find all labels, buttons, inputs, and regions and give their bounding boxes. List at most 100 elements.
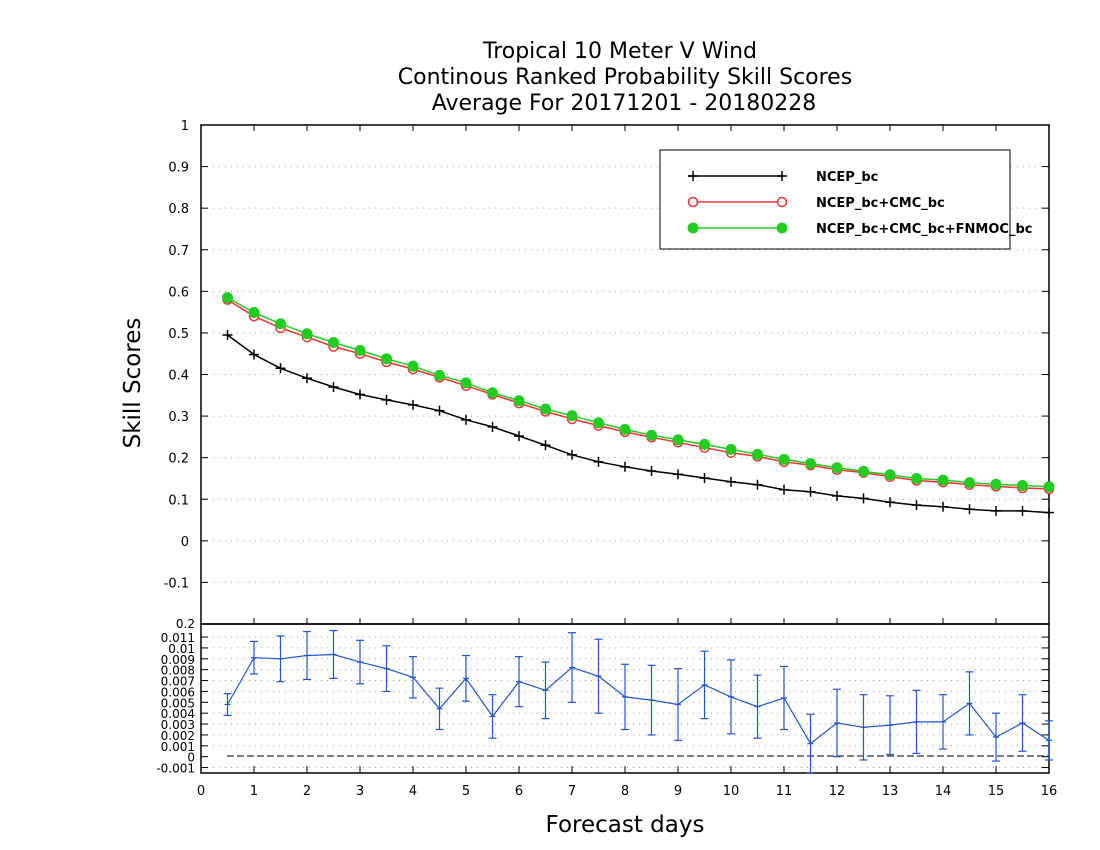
legend-marker-start	[687, 222, 699, 234]
series-point	[1044, 507, 1054, 518]
series-point	[805, 457, 816, 469]
series-point	[884, 469, 896, 481]
bottom-panel-y-ticks: -0.00100.0010.0020.0030.0040.0050.0060.0…	[156, 617, 1049, 776]
legend-marker-end	[776, 222, 788, 234]
y-axis-title: Skill Scores	[120, 318, 146, 449]
series-point	[249, 349, 259, 360]
legend-box	[659, 149, 1011, 250]
x-tick-label: 14	[935, 784, 952, 799]
series-point	[858, 493, 869, 504]
legend-marker-start	[688, 171, 698, 181]
series-line	[227, 334, 1050, 514]
series-point	[354, 344, 366, 356]
series-point	[911, 500, 922, 511]
series-point	[832, 490, 842, 501]
series-point	[911, 472, 922, 484]
x-tick-label: 8	[621, 784, 629, 799]
series-point	[646, 429, 657, 441]
legend-label: NCEP_bc+CMC_bc+FNMOC_bc	[816, 222, 1032, 237]
x-tick-label: 3	[356, 784, 364, 799]
chart-title-line-2: Continous Ranked Probability Skill Score…	[398, 65, 852, 90]
bottom-y-tick-label: 0.011	[161, 631, 195, 645]
series-point	[673, 469, 683, 480]
series-point	[752, 479, 763, 490]
series-point	[831, 462, 843, 474]
top-y-tick-label: 0.4	[168, 369, 189, 384]
series-point	[779, 484, 789, 495]
series-point	[222, 292, 233, 304]
series-point	[937, 474, 949, 486]
bottom-y-tick-label: 0.008	[161, 664, 195, 678]
chart-title-block: Tropical 10 Meter V Wind Continous Ranke…	[398, 39, 852, 116]
series-point	[275, 318, 286, 330]
series-point	[540, 440, 551, 451]
legend: NCEP_bc NCEP_bc+CMC_bc NCEP_bc+CMC_bc+FNMO…	[659, 149, 1032, 250]
series-point	[302, 373, 312, 384]
legend-label: NCEP_bc+CMC_bc	[816, 196, 945, 211]
bottom-y-tick-label: 0.005	[161, 696, 195, 710]
x-tick-label: 10	[723, 784, 740, 799]
top-y-tick-label: 0.5	[168, 327, 189, 342]
bottom-y-tick-label: 0.009	[161, 653, 195, 667]
legend-marker-end	[777, 171, 787, 181]
series-point	[699, 473, 710, 484]
series-point	[1017, 505, 1028, 516]
x-tick-label: 0	[197, 784, 205, 799]
series-line	[227, 298, 1050, 490]
legend-marker-end	[776, 196, 788, 208]
series-point	[672, 434, 684, 446]
bottom-y-tick-label: 0.004	[161, 707, 195, 721]
skill-score-series	[222, 292, 1055, 518]
series-point	[805, 486, 816, 497]
series-point	[355, 389, 365, 400]
top-y-tick-label: 0.2	[168, 452, 189, 467]
bottom-y-tick-label: -0.001	[156, 762, 195, 776]
series-point	[222, 329, 233, 340]
series-point	[328, 336, 339, 348]
bottom-y-tick-label: 0.003	[161, 718, 195, 732]
series-point	[1017, 480, 1028, 492]
difference-line	[226, 653, 1050, 745]
x-tick-label: 9	[674, 784, 682, 799]
top-y-tick-label: -0.1	[164, 576, 189, 591]
series-point	[513, 395, 525, 407]
x-tick-label: 15	[988, 784, 1005, 799]
bottom-y-tick-label-top: 0.2	[176, 617, 195, 631]
series-point	[752, 448, 763, 460]
series-point	[566, 410, 578, 422]
series-point	[434, 405, 445, 416]
top-y-tick-label: 1	[181, 119, 189, 134]
series-point	[461, 414, 471, 425]
x-axis-ticks: 0 1 2 3 4 5 6 7 8 9 10 11 12 13 14 15 16	[197, 125, 1057, 799]
top-y-tick-label: 0.1	[168, 493, 189, 508]
series-point	[725, 443, 737, 455]
series-point	[778, 453, 790, 465]
bottom-y-tick-label: 0.01	[168, 642, 195, 656]
top-y-tick-label: 0.3	[168, 410, 189, 425]
bottom-y-tick-label: 0.002	[161, 729, 195, 743]
x-tick-label: 1	[250, 784, 258, 799]
legend-label: NCEP_bc	[816, 170, 878, 185]
series-point	[301, 328, 313, 340]
series-point	[407, 360, 419, 372]
x-tick-label: 2	[303, 784, 311, 799]
legend-marker-start	[687, 196, 699, 208]
x-tick-label: 4	[409, 784, 417, 799]
series-point	[858, 465, 869, 477]
difference-series	[223, 629, 1053, 774]
series-point	[381, 394, 392, 405]
series-point	[567, 449, 577, 460]
series-point	[646, 465, 657, 476]
series-point	[964, 477, 975, 489]
series-point	[248, 307, 260, 319]
series-point	[885, 497, 895, 508]
series-point	[540, 403, 551, 415]
series-point	[699, 438, 710, 450]
x-tick-label: 13	[882, 784, 899, 799]
series-point	[619, 423, 631, 435]
chart-title-line-3: Average For 20171201 - 20180228	[432, 91, 817, 116]
x-tick-label: 12	[829, 784, 846, 799]
series-point	[408, 399, 418, 410]
series-point	[487, 387, 498, 399]
bottom-y-tick-label: 0.007	[161, 675, 195, 689]
